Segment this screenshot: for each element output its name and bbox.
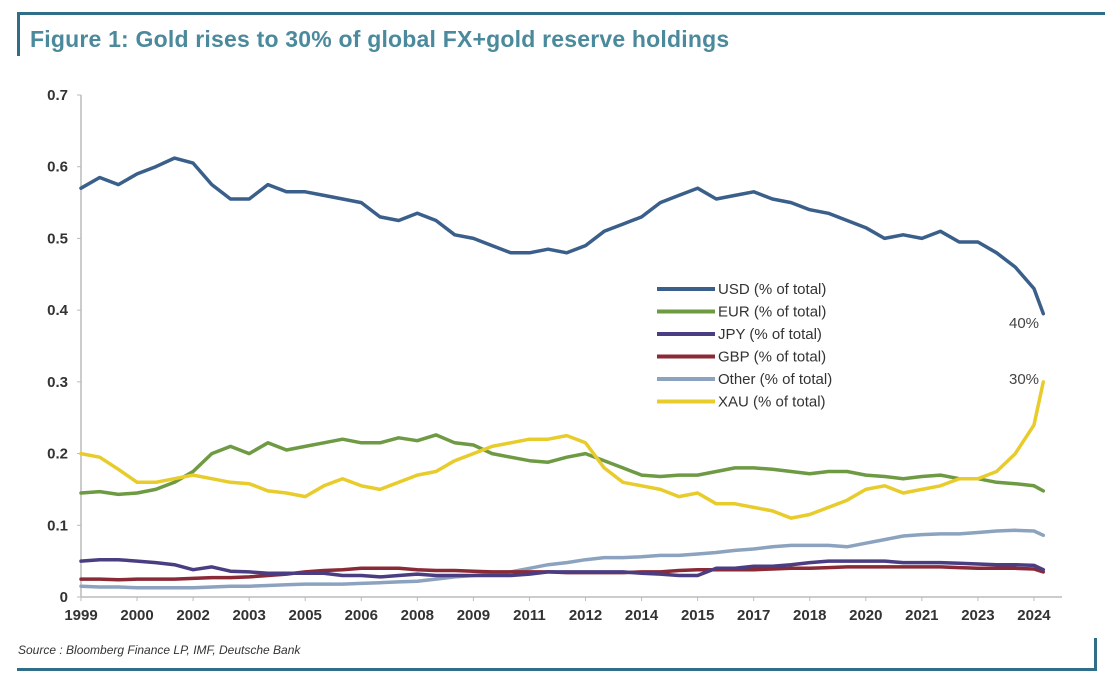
annotation-label: 30%	[1009, 371, 1039, 388]
y-tick-label: 0.1	[47, 517, 68, 534]
series-line-usd	[79, 156, 1046, 316]
series-line-xau	[79, 380, 1046, 520]
y-tick-label: 0.7	[47, 87, 68, 104]
x-tick-label: 2014	[625, 607, 659, 624]
y-tick-label: 0.3	[47, 374, 68, 391]
x-tick-label: 2005	[289, 607, 322, 624]
series-line-other	[79, 528, 1046, 590]
y-tick-label: 0	[60, 589, 68, 606]
x-tick-label: 2008	[401, 607, 434, 624]
series-line-jpy	[79, 557, 1046, 579]
chart-title: Figure 1: Gold rises to 30% of global FX…	[30, 26, 730, 52]
frame-left-rule	[17, 12, 20, 56]
x-tick-label: 2003	[232, 607, 265, 624]
x-tick-label: 2012	[569, 607, 602, 624]
legend-label: EUR (% of total)	[718, 304, 826, 321]
annotation-label: 40%	[1009, 315, 1039, 332]
source-note: Source : Bloomberg Finance LP, IMF, Deut…	[18, 643, 301, 657]
y-tick-label: 0.5	[47, 230, 68, 247]
x-tick-label: 2015	[681, 607, 714, 624]
legend-label: GBP (% of total)	[718, 349, 826, 366]
legend-label: XAU (% of total)	[718, 394, 826, 411]
legend-label: Other (% of total)	[718, 371, 832, 388]
legend-label: USD (% of total)	[718, 281, 826, 298]
series-lines	[79, 156, 1046, 590]
y-tick-label: 0.6	[47, 159, 68, 176]
frame-top-rule	[17, 12, 1105, 15]
x-tick-label: 2000	[120, 607, 153, 624]
x-tick-label: 2020	[849, 607, 882, 624]
axes: 0 0.1 0.2 0.3 0.4 0.5 0.6 0.7 1999 2000 2002 2003 20…	[47, 87, 1062, 624]
legend: USD (% of total) EUR (% of total) JPY (% o…	[657, 281, 832, 411]
x-tick-label: 2023	[961, 607, 994, 624]
y-tick-label: 0.2	[47, 446, 68, 463]
x-tick-label: 2006	[345, 607, 378, 624]
y-tick-label: 0.4	[47, 302, 69, 319]
legend-label: JPY (% of total)	[718, 326, 822, 343]
x-tick-label: 2018	[793, 607, 826, 624]
frame-right-rule	[1094, 638, 1097, 671]
x-tick-label: 2017	[737, 607, 770, 624]
series-line-eur	[79, 433, 1046, 497]
x-tick-label: 2021	[905, 607, 938, 624]
annotations: 40% 30%	[1009, 315, 1039, 388]
x-tick-label: 1999	[64, 607, 97, 624]
x-tick-label: 2024	[1017, 607, 1051, 624]
frame-bottom-rule	[17, 668, 1097, 671]
x-tick-label: 2011	[513, 607, 546, 624]
x-tick-label: 2002	[176, 607, 209, 624]
x-tick-label: 2009	[457, 607, 490, 624]
